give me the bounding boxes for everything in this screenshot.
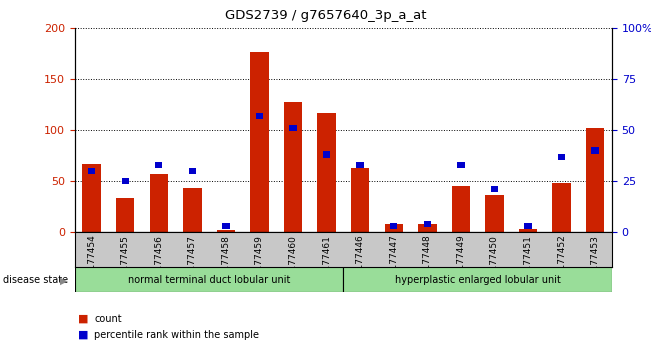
Text: GSM177459: GSM177459 [255,235,264,290]
Bar [424,221,431,227]
Bar [592,147,599,154]
Text: GSM177456: GSM177456 [154,235,163,290]
Text: normal terminal duct lobular unit: normal terminal duct lobular unit [128,275,290,285]
Text: GSM177461: GSM177461 [322,235,331,290]
Bar [558,154,565,160]
Bar [250,52,269,232]
Text: GSM177452: GSM177452 [557,235,566,290]
Bar [83,164,101,232]
Bar [552,183,571,232]
Text: ▶: ▶ [60,275,68,285]
Bar [452,186,470,232]
Bar [385,224,403,232]
Bar [390,223,398,229]
Bar [357,162,364,168]
Bar [344,267,612,292]
Text: GSM177447: GSM177447 [389,235,398,290]
Bar [150,174,168,232]
Bar [519,229,537,232]
Bar [457,162,465,168]
Bar [318,113,336,232]
Bar [284,102,302,232]
Text: ■: ■ [78,330,89,339]
Bar [323,152,330,158]
Text: GDS2739 / g7657640_3p_a_at: GDS2739 / g7657640_3p_a_at [225,9,426,22]
Text: GSM177453: GSM177453 [590,235,600,290]
Bar [351,168,369,232]
Bar [491,186,498,192]
Bar [189,168,196,174]
Text: GSM177450: GSM177450 [490,235,499,290]
Text: GSM177455: GSM177455 [120,235,130,290]
Text: percentile rank within the sample: percentile rank within the sample [94,330,259,339]
Text: hyperplastic enlarged lobular unit: hyperplastic enlarged lobular unit [395,275,561,285]
Text: GSM177451: GSM177451 [523,235,533,290]
Text: GSM177460: GSM177460 [288,235,298,290]
Text: disease state: disease state [3,275,68,285]
Bar [155,162,163,168]
Bar [418,224,437,232]
Bar [75,267,344,292]
Bar [217,230,235,232]
Text: GSM177446: GSM177446 [355,235,365,290]
Bar [586,128,604,232]
Bar [222,223,230,229]
Text: GSM177457: GSM177457 [188,235,197,290]
Bar [289,125,297,131]
Text: GSM177458: GSM177458 [221,235,230,290]
Bar [256,113,263,119]
Text: GSM177449: GSM177449 [456,235,465,290]
Text: GSM177448: GSM177448 [422,235,432,290]
Bar [485,195,504,232]
Bar [524,223,532,229]
Text: ■: ■ [78,314,89,324]
Text: count: count [94,314,122,324]
Bar [116,198,135,232]
Bar [122,178,129,184]
Bar [88,168,95,174]
Bar [183,188,202,232]
Text: GSM177454: GSM177454 [87,235,96,290]
